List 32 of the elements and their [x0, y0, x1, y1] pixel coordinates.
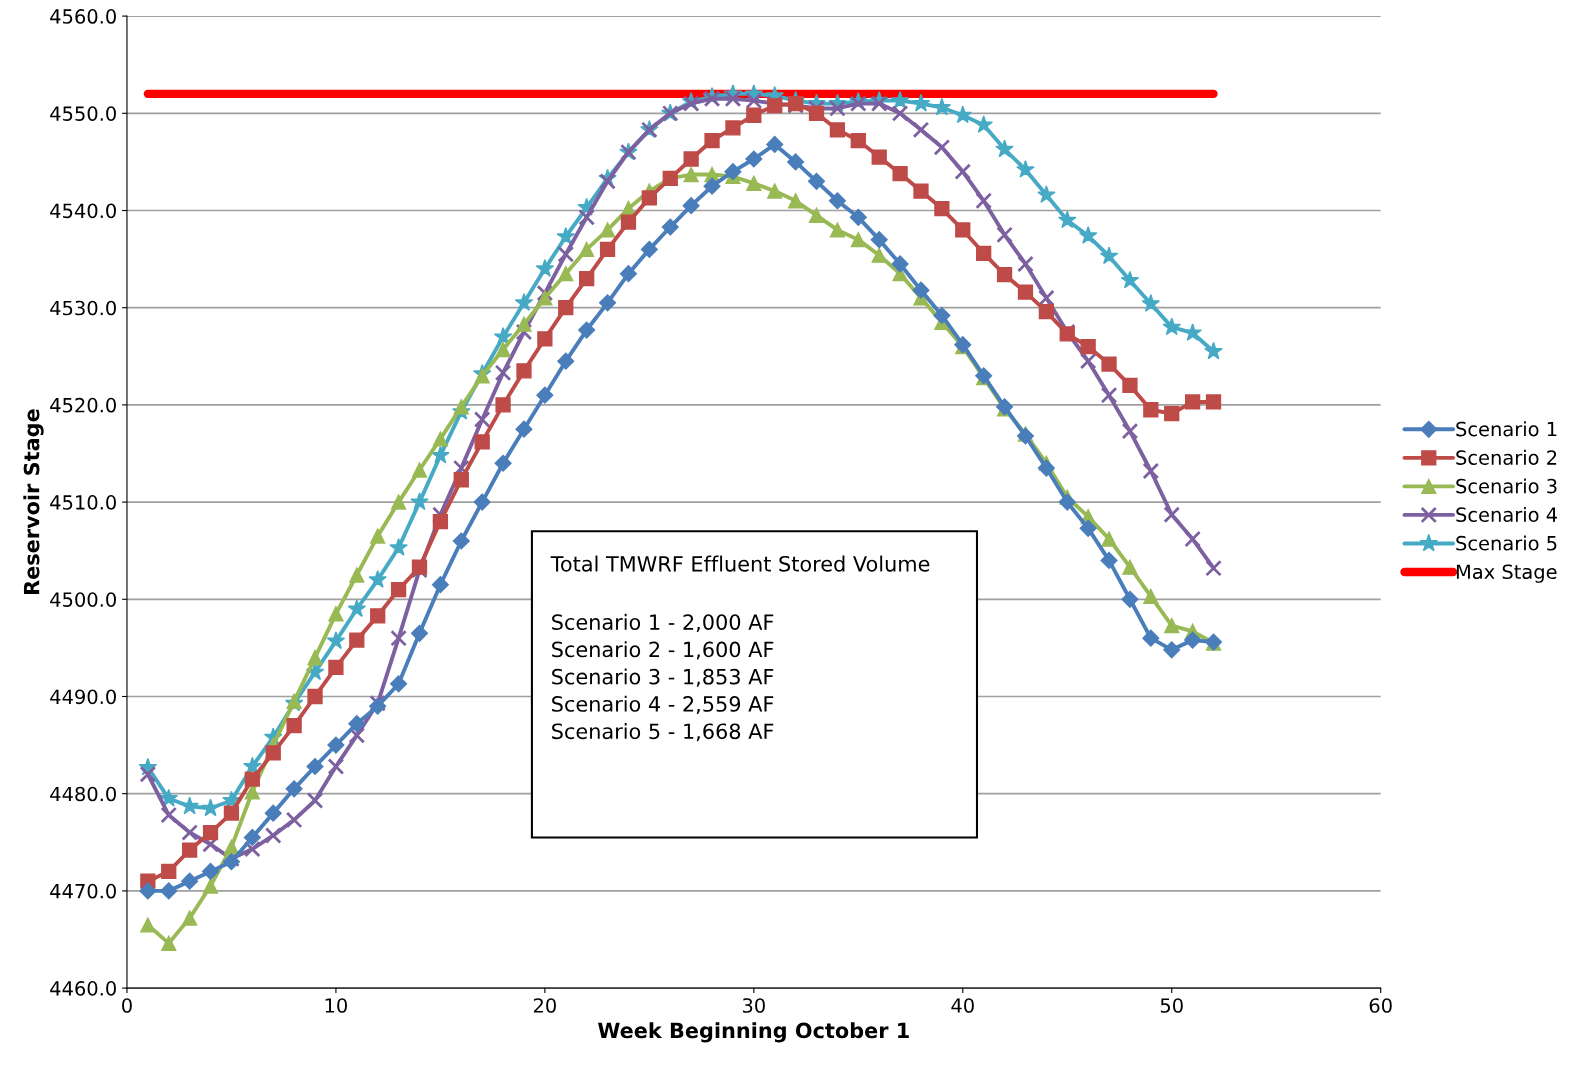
x-tick-label: 60	[1369, 998, 1392, 1013]
annotation: Total TMWRF Effluent Stored Volume	[550, 555, 930, 572]
y-axis-title: Reservoir Stage	[23, 409, 44, 594]
y-tick-label: 4520.0	[50, 397, 116, 413]
x-axis-title: Week Beginning October 1	[598, 1022, 909, 1043]
legend-label: Scenario 5	[1456, 535, 1557, 551]
annotation: Scenario 3 - 1,853 AF	[552, 668, 774, 687]
legend-label: Scenario 2	[1456, 449, 1557, 465]
annotation: Scenario 5 - 1,668 AF	[552, 723, 774, 742]
y-tick-label: 4560.0	[50, 9, 116, 24]
x-tick-label: 50	[1160, 998, 1183, 1013]
y-tick-label: 4460.0	[50, 981, 116, 996]
y-tick-label: 4490.0	[50, 689, 116, 705]
x-tick-label: 40	[951, 998, 974, 1013]
y-tick-label: 4480.0	[50, 786, 116, 802]
y-tick-label: 4470.0	[50, 883, 116, 899]
legend-label: Scenario 4	[1456, 506, 1557, 523]
y-tick-label: 4530.0	[50, 300, 116, 316]
annotation: Scenario 1 - 2,000 AF	[552, 613, 774, 633]
x-tick-label: 20	[533, 998, 556, 1013]
y-tick-label: 4540.0	[50, 203, 116, 219]
y-tick-label: 4510.0	[50, 495, 116, 510]
y-tick-label: 4550.0	[50, 106, 116, 121]
x-tick-label: 0	[122, 998, 132, 1013]
annotation: Scenario 4 - 2,559 AF	[552, 695, 774, 714]
y-tick-label: 4500.0	[50, 592, 116, 607]
legend-label: Scenario 3	[1456, 478, 1557, 494]
legend-label: Scenario 1	[1456, 421, 1557, 437]
legend-label: Max Stage	[1456, 564, 1557, 583]
annotation: Scenario 2 - 1,600 AF	[552, 641, 774, 660]
x-tick-label: 10	[325, 998, 347, 1013]
x-tick-label: 30	[742, 998, 765, 1013]
